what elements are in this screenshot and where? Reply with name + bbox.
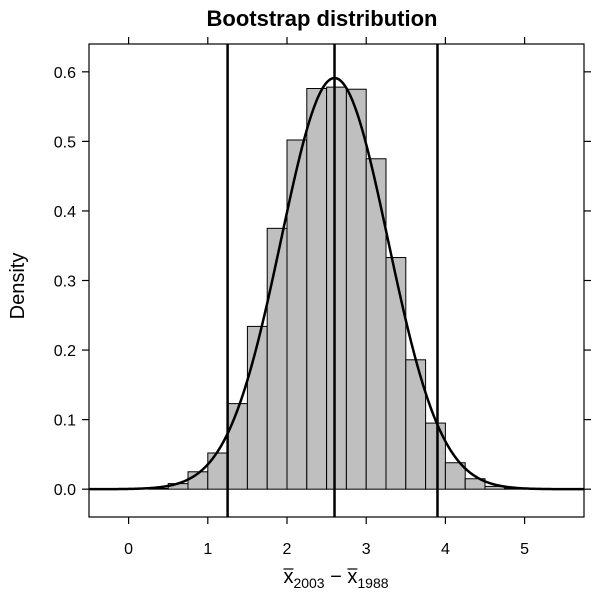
histogram-bar [246, 325, 268, 490]
interval-lines [226, 44, 439, 517]
histogram-bar [227, 403, 248, 490]
y-tick-labels: 0.0 0.1 0.2 0.3 0.4 0.5 0.6 [54, 65, 76, 499]
x-axis-label-a-sub: 2003 [293, 575, 324, 591]
y-tick-label: 0.1 [54, 413, 76, 430]
x-tick-label: 4 [441, 541, 450, 558]
histogram-bar [385, 257, 407, 490]
x-axis-label-b-sub: 1988 [357, 575, 388, 591]
x-axis-label-b: x [347, 566, 357, 588]
y-tick-label: 0.2 [54, 343, 76, 360]
histogram-bar [345, 88, 367, 490]
density-curve [88, 76, 584, 491]
histogram-bar [464, 478, 486, 490]
x-axis-label-sep: − [325, 566, 348, 588]
x-tick-label: 5 [520, 541, 529, 558]
histogram-bar [444, 462, 466, 490]
histogram-bars [147, 86, 526, 490]
y-tick-label: 0.0 [54, 482, 76, 499]
histogram-bar [365, 158, 387, 490]
y-tick-label: 0.3 [54, 274, 76, 291]
chart-title: Bootstrap distribution [207, 6, 438, 31]
x-axis-label-text: x2003 − x1988 [283, 566, 388, 591]
histogram-bar [266, 227, 288, 490]
histogram-bar [326, 86, 347, 490]
histogram-bar [207, 452, 229, 490]
x-tick-label: 1 [203, 541, 212, 558]
x-tick-label: 3 [362, 541, 371, 558]
x-axis-label-a: x [283, 566, 293, 588]
y-tick-label: 0.4 [54, 204, 76, 221]
axis-ticks [82, 37, 591, 524]
x-tick-labels: 0 1 2 3 4 5 [124, 541, 529, 558]
x-tick-label: 2 [283, 541, 292, 558]
y-tick-label: 0.6 [54, 65, 76, 82]
histogram-bar [286, 139, 308, 490]
y-axis-label: Density [7, 253, 29, 320]
y-tick-label: 0.5 [54, 134, 76, 151]
x-tick-label: 0 [124, 541, 133, 558]
histogram-bar [306, 88, 328, 490]
x-axis-label: x2003 − x1988 [283, 566, 389, 591]
